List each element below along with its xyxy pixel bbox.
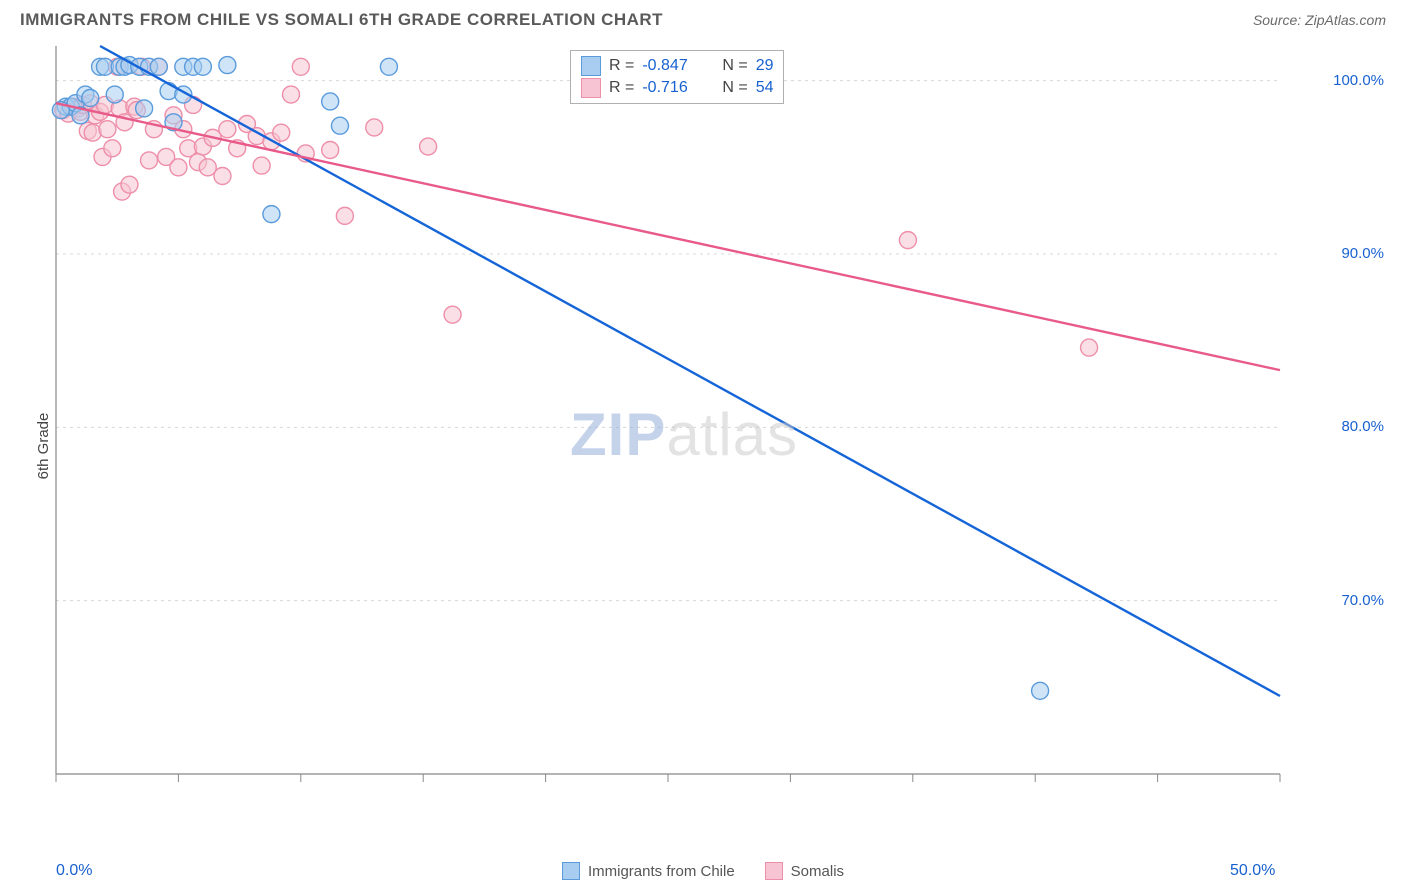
y-tick-label: 70.0% (1341, 592, 1384, 609)
correlation-legend: R = -0.847 N = 29 R = -0.716 N = 54 (570, 50, 784, 104)
source-name: ZipAtlas.com (1305, 12, 1386, 28)
legend-swatch (562, 862, 580, 880)
legend-swatch (765, 862, 783, 880)
legend-row: R = -0.847 N = 29 (581, 55, 773, 77)
legend-row: R = -0.716 N = 54 (581, 77, 773, 99)
series-legend: Immigrants from Chile Somalis (0, 862, 1406, 880)
legend-item: Immigrants from Chile (562, 862, 735, 880)
legend-swatch (581, 56, 601, 76)
y-tick-label: 90.0% (1341, 245, 1384, 262)
x-tick-label: 0.0% (56, 862, 92, 880)
r-value: -0.716 (642, 79, 702, 97)
x-tick-label: 50.0% (1230, 862, 1275, 880)
n-label: N = (722, 57, 747, 75)
scatter-chart (50, 44, 1370, 814)
y-tick-label: 80.0% (1341, 418, 1384, 435)
chart-area (50, 44, 1388, 842)
chart-title: IMMIGRANTS FROM CHILE VS SOMALI 6TH GRAD… (20, 10, 663, 30)
r-label: R = (609, 79, 634, 97)
n-label: N = (722, 79, 747, 97)
r-value: -0.847 (642, 57, 702, 75)
legend-swatch (581, 78, 601, 98)
y-tick-label: 100.0% (1333, 72, 1384, 89)
legend-label: Somalis (791, 863, 844, 880)
n-value: 54 (756, 79, 774, 97)
r-label: R = (609, 57, 634, 75)
legend-item: Somalis (765, 862, 844, 880)
source-attribution: Source: ZipAtlas.com (1253, 12, 1386, 28)
legend-label: Immigrants from Chile (588, 863, 735, 880)
source-prefix: Source: (1253, 12, 1305, 28)
n-value: 29 (756, 57, 774, 75)
